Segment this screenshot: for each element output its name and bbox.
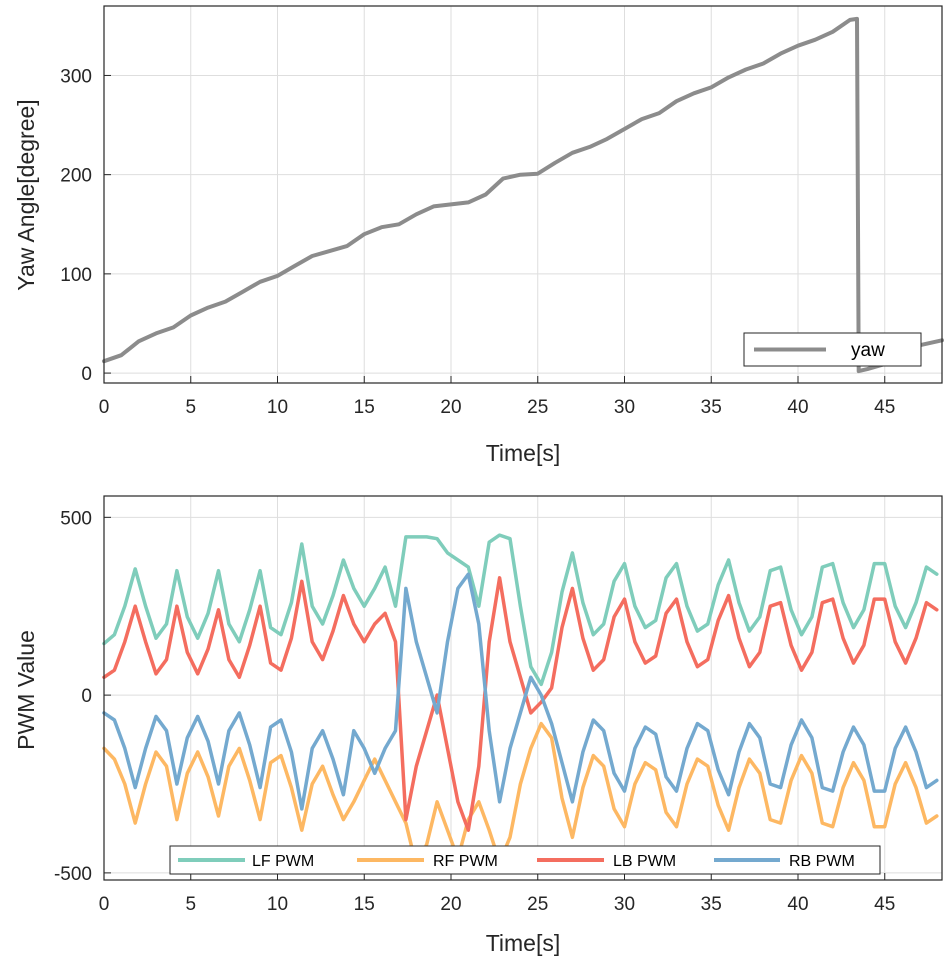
x-tick-label: 5 [185,397,196,418]
series-layer [102,16,944,374]
x-tick-label: 35 [701,397,722,418]
x-tick-label: 35 [701,894,722,915]
y-tick-label: 300 [60,66,92,87]
legend-label-rf: RF PWM [433,853,498,870]
x-tick-label: 25 [527,397,548,418]
legend-label-lf: LF PWM [252,853,314,870]
x-tick-label: 10 [267,894,288,915]
x-tick-label: 0 [99,894,110,915]
x-tick-label: 40 [787,894,808,915]
legend-label-rb: RB PWM [789,853,855,870]
x-tick-label: 45 [874,397,895,418]
series-line-rf-pwm [102,721,939,868]
tick-labels: 0 5 10 15 20 25 30 35 40 45 0 100 200 300 [60,66,895,418]
yaw-angle-plot: 0 5 10 15 20 25 30 35 40 45 0 100 200 300 Time[s] Yaw… [13,5,944,466]
legend: LF PWM RF PWM LB PWM RB PWM [169,845,881,875]
series-line-lf-pwm [102,533,939,687]
x-axis-label: Time[s] [486,440,561,466]
x-tick-label: 10 [267,397,288,418]
x-tick-label: 5 [185,894,196,915]
x-axis-label: Time[s] [486,930,561,956]
x-tick-label: 20 [440,894,461,915]
y-tick-label: 100 [60,265,92,286]
legend-label-lb: LB PWM [613,853,676,870]
y-axis-label: PWM Value [13,630,39,750]
tick-labels: 0 5 10 15 20 25 30 35 40 45 -500 0 500 [54,508,895,915]
y-tick-label: 200 [60,166,92,187]
x-tick-label: 0 [99,397,110,418]
x-tick-label: 15 [354,397,375,418]
x-tick-label: 45 [874,894,895,915]
series-line-yaw [102,16,944,374]
axes-box [103,495,943,881]
y-tick-label: -500 [54,864,92,885]
legend-label-yaw: yaw [851,340,885,361]
x-tick-label: 30 [614,397,635,418]
y-tick-label: 0 [81,364,92,385]
y-axis-label: Yaw Angle[degree] [13,99,39,290]
plot-area [104,6,942,383]
x-tick-label: 30 [614,894,635,915]
x-tick-label: 25 [527,894,548,915]
pwm-value-plot: 0 5 10 15 20 25 30 35 40 45 -500 0 500 Time[s] PWM V… [13,495,943,956]
legend: yaw [743,332,922,367]
y-tick-label: 500 [60,508,92,529]
y-tick-label: 0 [81,686,92,707]
series-line-lb-pwm [102,576,939,832]
x-tick-label: 15 [354,894,375,915]
axes-box [103,5,943,384]
x-tick-label: 20 [440,397,461,418]
series-line-rb-pwm [102,572,939,811]
x-tick-label: 40 [787,397,808,418]
series-layer [102,533,939,868]
